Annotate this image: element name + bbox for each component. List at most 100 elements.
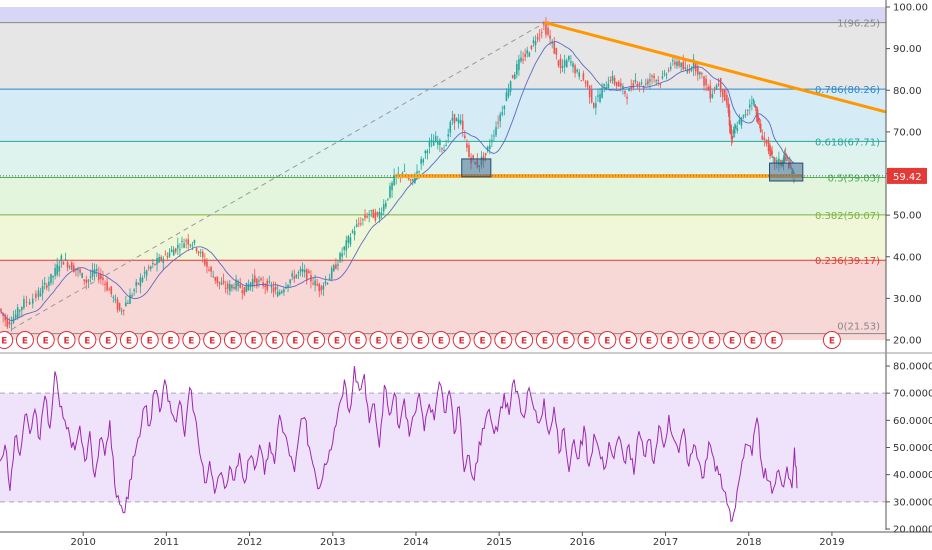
fib-band <box>0 89 886 142</box>
candle-body <box>39 293 42 296</box>
candle-body <box>647 80 649 85</box>
candle-body <box>337 264 339 266</box>
candle-body <box>147 267 150 269</box>
candle-body <box>526 50 529 54</box>
earnings-marker <box>764 331 783 349</box>
candle-body <box>104 283 106 285</box>
candle-body <box>503 106 506 110</box>
candle-body <box>189 244 192 246</box>
time-tick-label: 2014 <box>403 537 428 548</box>
candle-body <box>299 268 302 272</box>
earnings-marker <box>431 331 450 349</box>
candle-body <box>451 117 454 121</box>
candle-body <box>632 83 635 89</box>
earnings-marker-label: E <box>417 336 423 346</box>
earnings-marker <box>556 331 575 349</box>
candle-body <box>532 40 535 44</box>
earnings-marker-label: E <box>750 336 756 346</box>
candle-body <box>663 73 666 75</box>
earnings-marker-label: E <box>687 336 693 346</box>
candle-body <box>730 129 733 140</box>
candle-body <box>122 309 125 311</box>
candle-body <box>516 64 518 75</box>
candle-body <box>493 135 495 137</box>
candle-body <box>314 280 316 286</box>
candle-body <box>651 75 653 77</box>
candle-body <box>156 258 158 265</box>
candle-body <box>364 215 366 219</box>
candle-body <box>56 264 58 275</box>
candle-body <box>224 287 227 289</box>
rsi-tick-label: 50.0000 <box>893 443 932 454</box>
candle-body <box>684 67 687 69</box>
earnings-marker-label: E <box>479 336 485 346</box>
candle-body <box>588 85 591 98</box>
earnings-marker-label: E <box>500 336 506 346</box>
candle-body <box>141 277 144 282</box>
candle-body <box>235 279 237 290</box>
candle-body <box>707 86 709 91</box>
candle-body <box>783 156 786 163</box>
candle-body <box>360 223 362 225</box>
candle-body <box>233 286 235 289</box>
candle-body <box>705 78 707 86</box>
earnings-marker-label: E <box>167 336 173 346</box>
candle-body <box>295 274 298 278</box>
candle-body <box>499 114 501 122</box>
candle-body <box>127 302 129 304</box>
candle-body <box>758 123 761 125</box>
candle-body <box>724 89 726 101</box>
candle-body <box>135 281 138 286</box>
candle-body <box>385 202 387 208</box>
candle-body <box>736 128 739 131</box>
candle-body <box>728 110 731 126</box>
candle-body <box>251 279 254 287</box>
candle-body <box>4 315 6 321</box>
candle-body <box>204 259 206 265</box>
fib-level-label: 0(21.53) <box>837 322 880 333</box>
candle-body <box>145 270 148 276</box>
earnings-marker <box>660 331 679 349</box>
candle-body <box>545 23 547 35</box>
candle-body <box>773 157 776 164</box>
candle-body <box>412 178 414 181</box>
rsi-tick-label: 20.0000 <box>893 525 932 536</box>
earnings-marker-label: E <box>271 336 277 346</box>
candle-body <box>491 140 493 143</box>
candle-body <box>518 59 520 71</box>
candle-body <box>674 61 676 65</box>
candle-body <box>87 279 90 282</box>
candle-body <box>568 56 570 60</box>
candle-body <box>226 283 229 289</box>
candle-body <box>434 136 437 143</box>
candle-body <box>522 59 524 61</box>
candle-body <box>170 249 173 252</box>
candle-body <box>291 273 294 277</box>
candle-body <box>524 53 526 57</box>
earnings-marker-label: E <box>1 336 7 346</box>
candle-body <box>100 274 102 279</box>
candle-body <box>125 302 127 307</box>
candle-body <box>699 72 701 75</box>
earnings-marker-label: E <box>63 336 69 346</box>
price-tick-label: 70.00 <box>893 127 922 138</box>
price-tick-label: 30.00 <box>893 294 922 305</box>
candle-body <box>782 157 785 164</box>
candle-body <box>734 125 737 129</box>
candle-body <box>484 152 487 156</box>
candle-body <box>678 60 680 66</box>
candle-body <box>357 223 360 225</box>
candle-body <box>293 276 296 279</box>
candle-body <box>729 123 732 135</box>
price-tick-label: 50.00 <box>893 211 922 222</box>
candle-body <box>21 307 23 311</box>
earnings-marker <box>681 331 700 349</box>
fib-level-label: 0.786(80.26) <box>815 85 880 96</box>
candle-body <box>717 83 720 85</box>
earnings-marker-label: E <box>667 336 673 346</box>
candle-body <box>472 155 474 159</box>
candle-body <box>530 45 533 49</box>
candle-body <box>18 310 21 312</box>
candle-body <box>341 253 343 257</box>
